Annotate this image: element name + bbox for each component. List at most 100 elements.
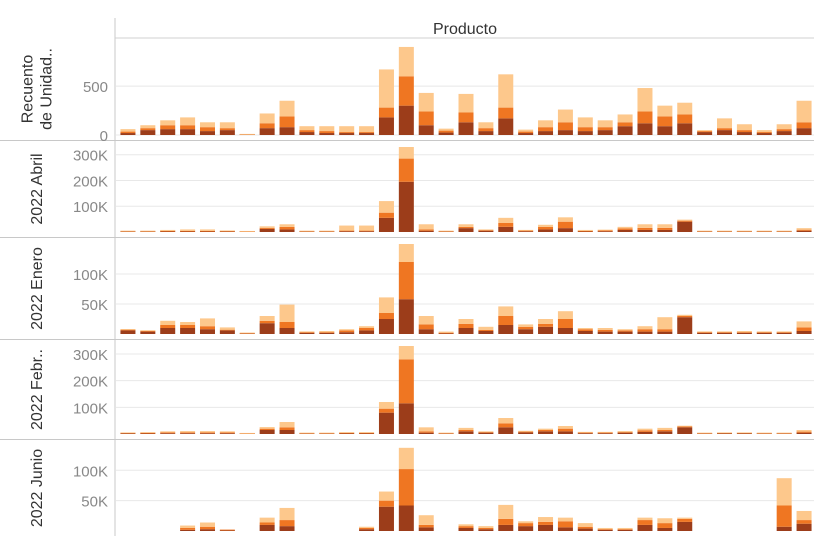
bar-segment — [339, 230, 355, 232]
bar-segment — [160, 320, 176, 325]
bar-segment — [756, 332, 772, 334]
bar-segment — [160, 328, 176, 334]
bar-segment — [279, 427, 295, 430]
bar-segment — [736, 130, 752, 133]
bar-segment — [180, 525, 196, 528]
bar-segment — [458, 228, 474, 232]
bar-segment — [418, 111, 434, 126]
bar-segment — [617, 329, 633, 331]
bar-segment — [239, 230, 255, 232]
panel-5: 50K 100K 2022 Junio — [29, 447, 814, 531]
bar-segment — [259, 427, 275, 429]
bar-segment — [438, 432, 454, 434]
bar-segment — [776, 432, 792, 434]
bar-segment — [657, 116, 673, 127]
bar-segment — [776, 129, 792, 132]
bar-segment — [796, 510, 812, 521]
bar-segment — [478, 329, 494, 331]
bar-segment — [736, 124, 752, 131]
bar-segment — [140, 331, 156, 334]
bar-segment — [219, 230, 235, 232]
bar-segment — [637, 524, 653, 531]
bar-segment — [359, 126, 375, 133]
bar-segment — [279, 224, 295, 227]
bar-segment — [756, 332, 772, 333]
bar-segment — [498, 518, 514, 525]
bar-segment — [717, 230, 733, 232]
bar-segment — [199, 318, 215, 327]
bar-segment — [577, 523, 593, 527]
bar-segment — [717, 128, 733, 131]
bar-segment — [359, 328, 375, 331]
bar-segment — [597, 231, 613, 232]
bar-segment — [657, 126, 673, 135]
row-label: Recuento de Unidad.. — [20, 48, 56, 130]
bar-segment — [478, 230, 494, 232]
y-tick-label: 0 — [100, 128, 108, 145]
y-tick-label: 50K — [81, 297, 108, 314]
bar-segment — [478, 229, 494, 231]
bar-segment — [398, 46, 414, 77]
bar-segment — [398, 505, 414, 531]
bar-segment — [140, 125, 156, 129]
bar-segment — [677, 317, 693, 334]
bar-segment — [557, 521, 573, 528]
bar-segment — [538, 226, 554, 230]
bar-segment — [199, 229, 215, 231]
bar-segment — [180, 529, 196, 531]
bar-segment — [677, 114, 693, 124]
bar-segment — [259, 316, 275, 321]
bar-segment — [538, 521, 554, 525]
bar-segment — [259, 524, 275, 531]
bar-segment — [378, 297, 394, 313]
bar-segment — [657, 430, 673, 432]
bar-segment — [339, 330, 355, 333]
bar-segment — [617, 528, 633, 530]
bar-segment — [697, 230, 713, 232]
bar-segment — [657, 427, 673, 430]
bar-segment — [518, 131, 534, 134]
bar-segment — [557, 311, 573, 319]
bar-segment — [160, 229, 176, 231]
bar-segment — [259, 320, 275, 324]
bar-segment — [677, 521, 693, 531]
bar-segment — [637, 329, 653, 332]
bar-segment — [498, 217, 514, 223]
row-label-line: de Unidad.. — [39, 48, 56, 130]
bar-segment — [498, 107, 514, 119]
bar-segment — [736, 332, 752, 333]
bar-segment — [637, 431, 653, 434]
bar-segment — [557, 328, 573, 334]
bar-segment — [140, 432, 156, 433]
bar-segment — [557, 517, 573, 522]
bar-segment — [796, 430, 812, 432]
bar-segment — [637, 88, 653, 112]
bar-segment — [796, 520, 812, 524]
bar-segment — [378, 212, 394, 218]
bar-segment — [378, 117, 394, 135]
bar-segment — [637, 331, 653, 334]
bar-segment — [498, 306, 514, 316]
bar-segment — [140, 330, 156, 331]
bar-segment — [478, 331, 494, 334]
bar-segment — [736, 332, 752, 334]
bar-segment — [458, 112, 474, 123]
bar-segment — [677, 102, 693, 115]
row-label: 2022 Junio — [29, 449, 46, 527]
bar-segment — [339, 132, 355, 134]
bar-segment — [160, 120, 176, 126]
bar-segment — [796, 327, 812, 331]
bar-segment — [279, 127, 295, 135]
bar-segment — [458, 122, 474, 135]
bar-segment — [796, 432, 812, 434]
bar-segment — [796, 100, 812, 123]
bar-segment — [657, 518, 673, 524]
bar-segment — [359, 330, 375, 334]
bar-segment — [478, 122, 494, 129]
bar-segment — [319, 332, 335, 333]
bar-segment — [319, 332, 335, 334]
bar-segment — [478, 529, 494, 531]
bar-segment — [259, 522, 275, 525]
bar-segment — [180, 432, 196, 434]
bar-segment — [180, 328, 196, 334]
